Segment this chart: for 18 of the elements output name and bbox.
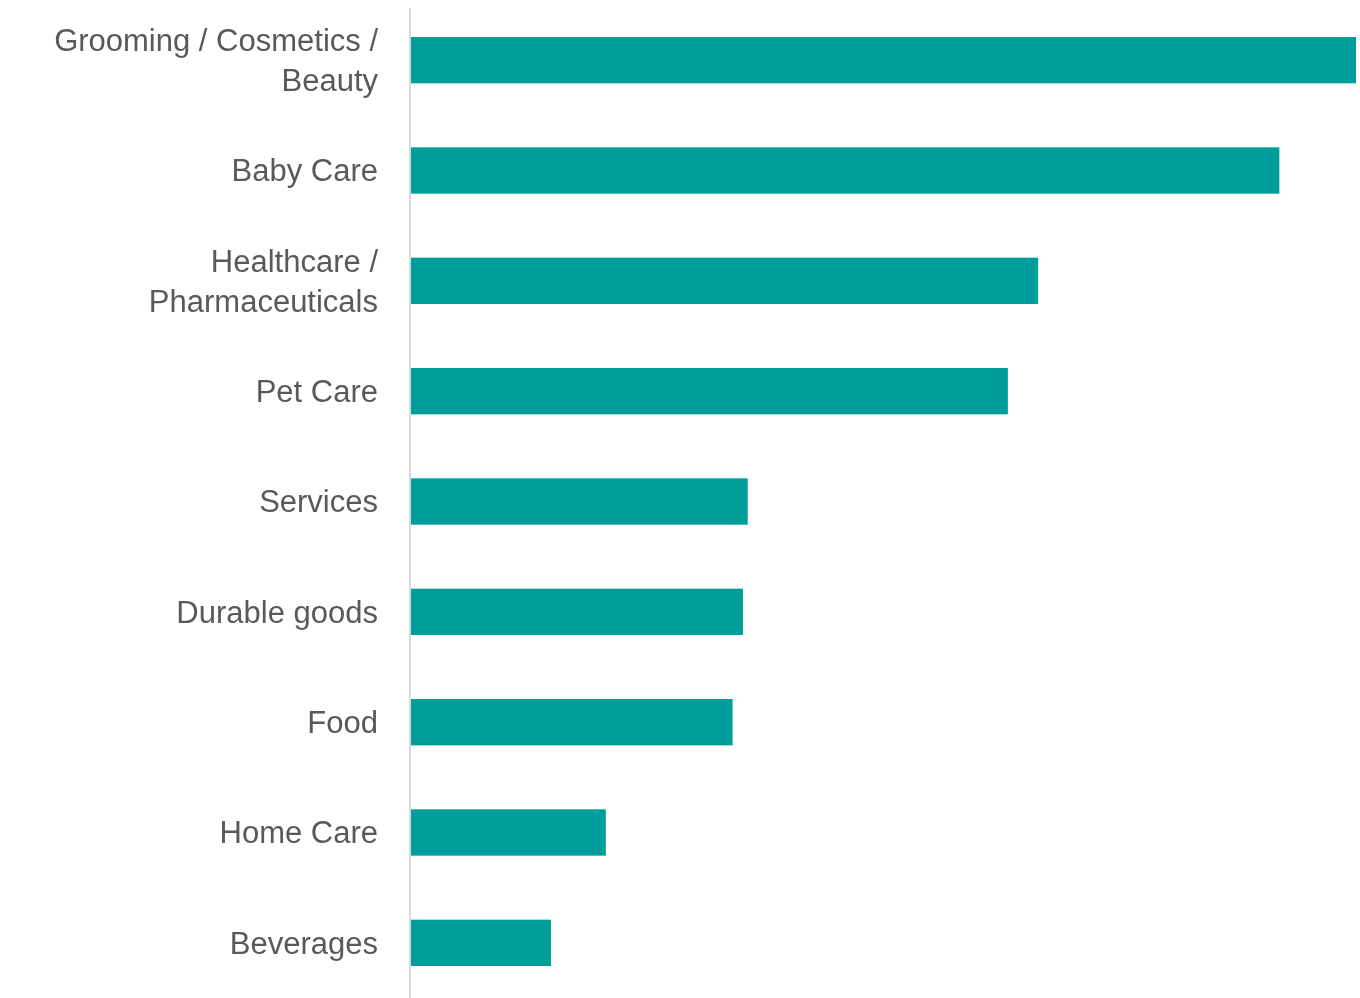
bar	[410, 257, 1039, 304]
y-tick-label: Baby Care	[231, 153, 378, 189]
y-tick-label: Services	[259, 484, 378, 520]
y-tick-label: Beverages	[229, 925, 378, 961]
bar	[410, 588, 743, 635]
bar	[410, 368, 1008, 415]
bar	[410, 147, 1280, 194]
y-tick-label: Home Care	[219, 815, 378, 851]
y-tick-label: Durable goods	[176, 594, 378, 630]
bar	[410, 37, 1356, 84]
y-tick-label: Grooming / Cosmetics / Beauty	[54, 22, 379, 99]
bar	[410, 699, 733, 746]
bar	[410, 809, 606, 856]
bar	[410, 478, 748, 525]
y-tick-label: Healthcare / Pharmaceuticals	[148, 243, 379, 319]
bar	[410, 919, 551, 966]
y-tick-label: Pet Care	[255, 374, 378, 410]
y-tick-label: Food	[307, 705, 378, 741]
